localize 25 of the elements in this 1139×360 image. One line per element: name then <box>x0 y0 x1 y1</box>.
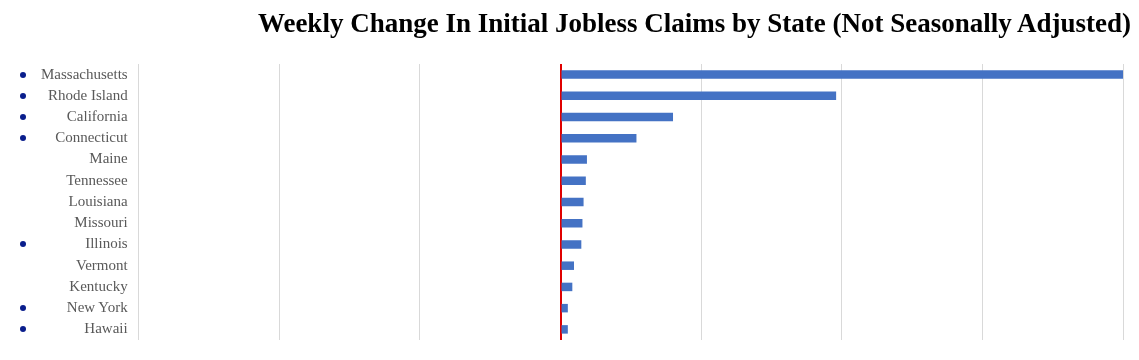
bar <box>561 155 587 164</box>
bar <box>561 218 583 228</box>
bar <box>561 197 584 207</box>
bar <box>561 176 586 186</box>
y-tick-label: Maine <box>89 150 128 167</box>
y-tick-label: Hawaii <box>84 320 128 337</box>
bar <box>561 261 575 270</box>
y-tick-label: Connecticut <box>55 129 129 146</box>
bar <box>561 112 674 122</box>
bar <box>561 70 1123 79</box>
bar <box>561 240 582 249</box>
y-tick-label: California <box>66 108 128 125</box>
y-tick-label: Rhode Island <box>48 86 129 103</box>
y-tick-label: Illinois <box>85 235 128 252</box>
y-tick-label: Tennessee <box>66 171 128 188</box>
y-tick-label: New York <box>66 299 129 316</box>
y-tick-label: Massachusetts <box>41 65 128 82</box>
y-tick-label: Vermont <box>75 256 129 273</box>
bar <box>561 91 837 101</box>
y-tick-label: Kentucky <box>69 277 129 294</box>
y-tick-label: Louisiana <box>68 192 128 209</box>
bar <box>561 325 568 334</box>
bar <box>561 134 637 143</box>
chart-title: Weekly Change In Initial Jobless Claims by State (Not Seasonally Adjusted) <box>256 8 1131 40</box>
y-tick-label: Missouri <box>74 214 128 231</box>
